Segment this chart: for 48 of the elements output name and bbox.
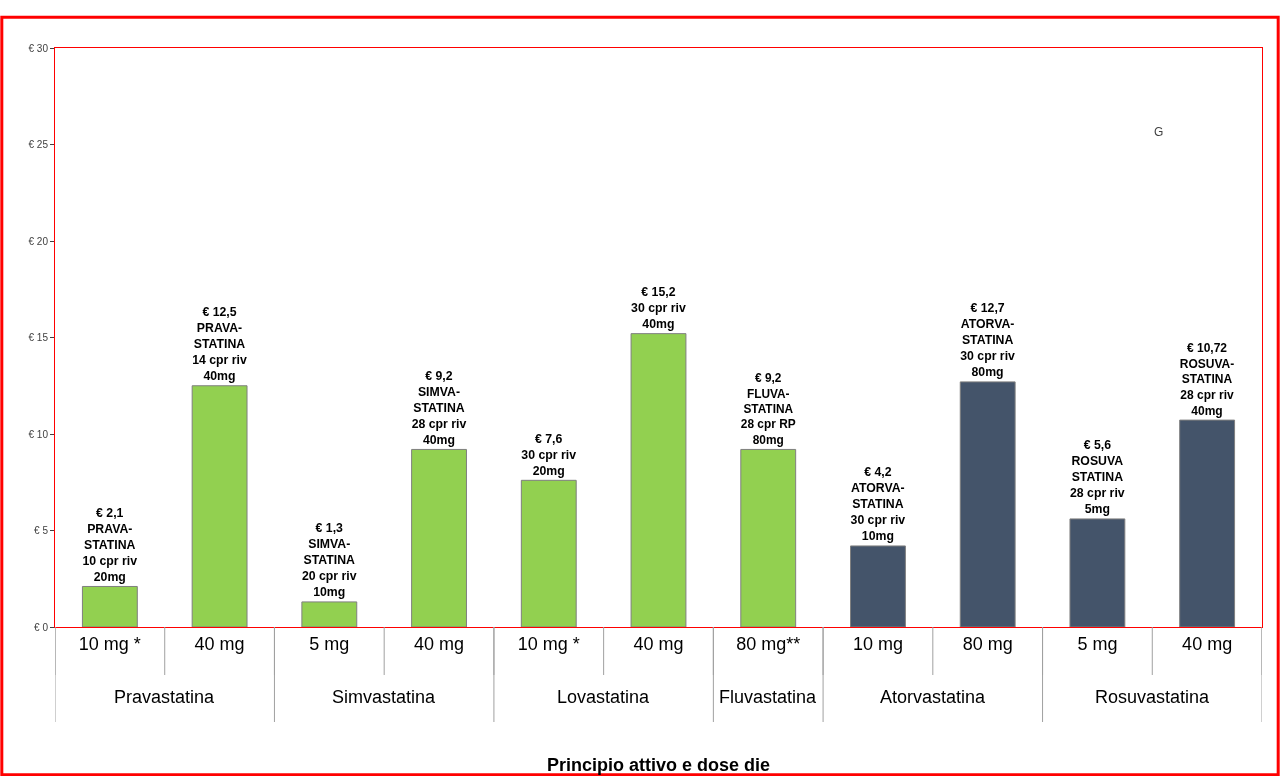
- x-tick-label: 10 mg *: [78, 633, 141, 654]
- data-label: € 12,5 PRAVA- STATINA 14 cpr riv 40mg: [192, 305, 247, 384]
- data-label: € 10,72 ROSUVA- STATINA 28 cpr riv 40mg: [1179, 340, 1235, 418]
- y-tick-label: € 15: [28, 332, 49, 343]
- x-tick-label: 10 mg *: [517, 633, 580, 654]
- bar: [959, 381, 1016, 627]
- x-tick-label: 40 mg: [194, 633, 245, 654]
- y-tick-label: € 5: [34, 525, 49, 536]
- bar: [630, 333, 687, 627]
- data-label: € 9,2 FLUVA- STATINA 28 cpr RP 80mg: [740, 371, 796, 447]
- bar: [1179, 419, 1236, 627]
- text: Pravastatina: [114, 687, 216, 707]
- bar: [411, 448, 467, 627]
- text: Principio attivo e dose die: [547, 755, 771, 775]
- text: Simvastatina: [332, 687, 437, 707]
- annotation: G: [1154, 125, 1164, 139]
- y-tick-label: € 10: [28, 428, 49, 440]
- text: Rosuvastatina: [1095, 687, 1211, 707]
- bar: [740, 448, 797, 627]
- x-tick-label: 80 mg**: [736, 633, 801, 654]
- data-label: € 7,6 30 cpr riv 20mg: [521, 431, 577, 478]
- text: Fluvastatina: [719, 687, 818, 707]
- text: Lovastatina: [557, 687, 651, 707]
- data-label: € 2,1 PRAVA- STATINA 10 cpr riv 20mg: [82, 505, 138, 584]
- bar: [850, 545, 906, 627]
- data-label: € 5,6 ROSUVA STATINA 28 cpr riv 5mg: [1070, 438, 1125, 517]
- x-tick-label: 80 mg: [962, 633, 1013, 654]
- data-label: € 12,7 ATORVA- STATINA 30 cpr riv 80mg: [960, 301, 1016, 380]
- bar: [301, 601, 358, 627]
- data-label: € 4,2 ATORVA- STATINA 30 cpr riv 10mg: [850, 465, 906, 544]
- bar: [520, 479, 577, 627]
- data-label: € 1,3 SIMVA- STATINA 20 cpr riv 10mg: [301, 521, 357, 600]
- x-tick-label: 40 mg: [414, 633, 465, 654]
- data-label: € 9,2 SIMVA- STATINA 28 cpr riv 40mg: [411, 368, 467, 447]
- text: Atorvastatina: [880, 687, 987, 707]
- x-tick-label: 10 mg: [852, 633, 903, 654]
- x-tick-label: 5 mg: [309, 633, 350, 654]
- bar: [81, 585, 138, 627]
- data-label: € 15,2 30 cpr riv 40mg: [631, 285, 686, 332]
- y-tick-label: € 0: [34, 621, 49, 633]
- y-tick-label: € 30: [28, 42, 49, 54]
- y-tick-label: € 25: [28, 139, 49, 150]
- bar: [1069, 518, 1126, 627]
- y-tick-label: € 20: [28, 235, 49, 247]
- x-tick-label: 5 mg: [1077, 633, 1118, 654]
- x-tick-label: 40 mg: [1182, 633, 1233, 654]
- bar: [191, 385, 248, 627]
- x-tick-label: 40 mg: [633, 633, 684, 654]
